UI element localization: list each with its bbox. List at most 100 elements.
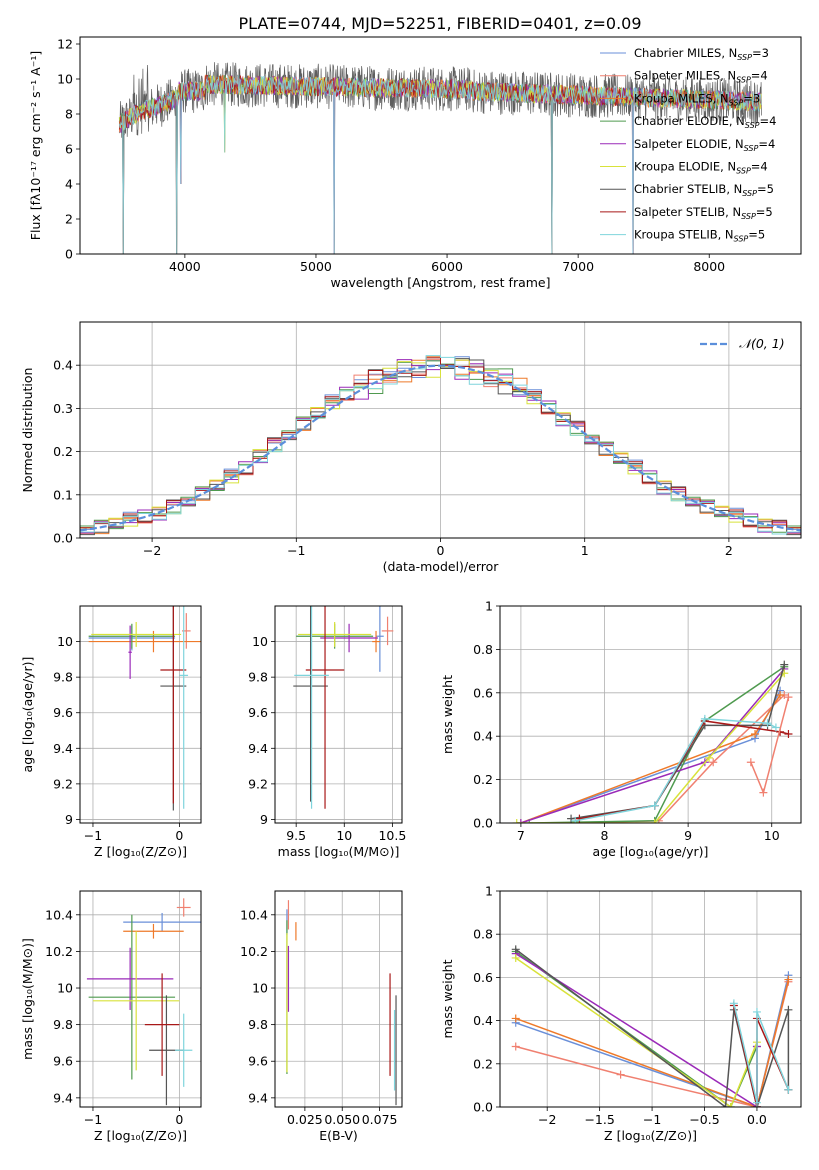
y-tick-label: 9.8 (248, 670, 268, 685)
y-tick-label: 9.8 (248, 1017, 268, 1032)
axes-frame (499, 890, 802, 1108)
panel-massweight-vs-age: 7 8 9 10 0.0 0.2 0.4 0.6 0.8 1 age [log₁₀(age/yr)]… (440, 599, 802, 859)
weight-marker (650, 801, 659, 810)
legend-label: Chabrier MILES, NSSP=3 (634, 46, 769, 62)
x-tick-label: 8 (601, 828, 609, 843)
plot-area-age-vs-mass (293, 606, 394, 809)
y-tick-label: 0.8 (473, 927, 493, 942)
weight-marker (752, 1007, 761, 1016)
legend-label: Kroupa ELODIE, NSSP=4 (634, 160, 768, 176)
x-tick-label: 10 (336, 828, 352, 843)
plot-area-massweight-vs-age (512, 660, 793, 823)
y-tick-label: 0.4 (473, 1013, 493, 1028)
y-tick-label: 10 (252, 634, 268, 649)
weight-marker (650, 819, 659, 823)
x-tick-label: 10.5 (378, 828, 406, 843)
x-axis-label: wavelength [Angstrom, rest frame] (330, 275, 550, 290)
axes-frame (79, 890, 202, 1108)
x-tick-label: −1 (84, 828, 102, 843)
weight-marker (571, 816, 580, 823)
y-tick-label: 0.6 (473, 685, 493, 700)
y-tick-label: 0 (65, 247, 73, 262)
x-tick-label: 0.025 (287, 1112, 323, 1127)
spectrum-line-kroupa-stelib (118, 75, 762, 254)
weight-line-chabrier-elodie (529, 666, 785, 823)
x-tick-label: 2 (725, 543, 733, 558)
weight-marker (784, 975, 793, 984)
weight-marker (709, 758, 718, 767)
x-tick-label: 9.5 (286, 828, 306, 843)
y-tick-label: 0.0 (473, 1100, 493, 1115)
weight-marker (759, 788, 768, 797)
spectrum-legend: Chabrier MILES, NSSP=3 Salpeter MILES, NS… (600, 46, 776, 244)
y-tick-label: 0.0 (473, 816, 493, 831)
x-tick-label: 7 (517, 828, 525, 843)
weight-marker (511, 945, 520, 954)
x-tick-label: 6000 (431, 259, 463, 274)
x-tick-label: −1.5 (584, 1112, 614, 1127)
y-tick-label: 9.6 (248, 1054, 268, 1069)
weight-marker (575, 814, 584, 823)
y-tick-label: 10.4 (45, 907, 73, 922)
y-axis-label: mass weight (440, 675, 455, 754)
y-axis-label: mass weight (440, 959, 455, 1038)
weight-marker (784, 1085, 793, 1094)
y-tick-label: 9.2 (53, 776, 73, 791)
weight-marker (751, 730, 760, 739)
legend-label: Salpeter STELIB, NSSP=5 (634, 205, 773, 221)
y-tick-label: 0.2 (473, 1056, 493, 1071)
legend-label: Kroupa MILES, NSSP=3 (634, 91, 760, 107)
y-axis-label: age [log₁₀(age/yr)] (20, 657, 35, 773)
axes-frame (79, 321, 802, 539)
plot-area-residuals (80, 355, 801, 536)
x-axis-label: Z [log₁₀(Z/Z⊙)] (604, 1128, 697, 1143)
y-tick-label: 9.6 (53, 1054, 73, 1069)
weight-line-kroupa-stelib (575, 718, 777, 822)
panel-mass-vs-EBV: 0.025 0.050 0.075 9.4 9.6 9.8 10 10.2 10.4 E(B-V) (240, 890, 403, 1143)
y-axis-label: mass [log₁₀(M/M⊙)] (20, 938, 35, 1060)
y-axis-label: Normed distribution (20, 368, 35, 493)
y-tick-label: 9.2 (248, 776, 268, 791)
figure-title: PLATE=0744, MJD=52251, FIBERID=0401, z=0… (238, 14, 641, 33)
x-tick-label: 0.050 (324, 1112, 360, 1127)
x-tick-label: 9 (684, 828, 692, 843)
y-tick-label: 9.4 (248, 1090, 268, 1105)
weight-marker (616, 1070, 625, 1079)
weight-marker (752, 1098, 761, 1107)
y-tick-label: 10.2 (45, 944, 73, 959)
weight-marker (511, 1014, 520, 1023)
weight-marker (784, 1005, 793, 1014)
plot-area-age-vs-Z (88, 606, 201, 811)
y-tick-label: 2 (65, 212, 73, 227)
x-tick-label: 8000 (693, 259, 725, 274)
gaussian-legend-label: 𝒩(0, 1) (739, 336, 785, 351)
y-tick-label: 0.4 (473, 729, 493, 744)
weight-marker (511, 1042, 520, 1051)
axes-frame (274, 890, 403, 1108)
panel-residuals: −2 −1 0 1 2 0.0 0.1 0.2 0.3 0.4 (data-model)/error… (20, 321, 802, 574)
x-tick-label: 10 (764, 828, 780, 843)
axes-frame (499, 605, 802, 824)
y-tick-label: 8 (65, 107, 73, 122)
weight-line-salpeter-elodie (520, 668, 785, 823)
y-tick-label: 9.6 (248, 705, 268, 720)
y-axis-label: Flux [fλ10⁻¹⁷ erg cm⁻² s⁻¹ A⁻¹] (28, 51, 43, 240)
y-tick-label: 12 (57, 37, 73, 52)
legend-label: Chabrier ELODIE, NSSP=4 (634, 114, 776, 130)
axes-frame (79, 605, 202, 824)
axes-frame (274, 605, 403, 824)
x-tick-label: 0 (175, 1112, 183, 1127)
weight-marker (763, 719, 772, 728)
weight-marker (780, 660, 789, 669)
x-tick-label: 0.0 (747, 1112, 767, 1127)
y-tick-label: 0.4 (53, 358, 73, 373)
y-tick-label: 4 (65, 177, 73, 192)
x-tick-label: 0 (437, 543, 445, 558)
weight-marker (705, 753, 714, 762)
plot-area-massweight-vs-Z (511, 945, 793, 1107)
x-tick-label: −2 (538, 1112, 556, 1127)
plot-area-mass-vs-Z (86, 898, 201, 1106)
x-tick-label: −1 (643, 1112, 661, 1127)
y-tick-label: 9.4 (53, 1090, 73, 1105)
